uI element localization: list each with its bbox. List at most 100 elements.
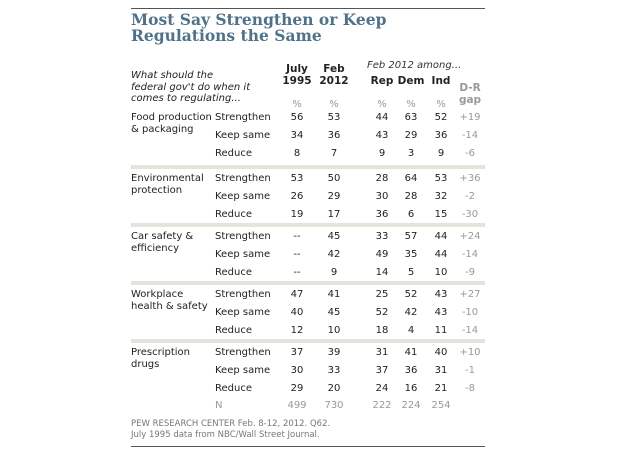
section-separator: [131, 165, 485, 169]
n-label: N: [215, 400, 223, 411]
data-cell: 41: [327, 289, 341, 300]
data-cell: 44: [375, 112, 389, 123]
n-cell: 222: [372, 400, 392, 411]
column-unit: %: [406, 99, 416, 110]
data-cell: 39: [327, 347, 341, 358]
row-label: Keep same: [215, 307, 271, 318]
section-label: Car safety & efficiency: [131, 231, 194, 254]
n-cell: 499: [287, 400, 307, 411]
data-cell: 31: [375, 347, 389, 358]
data-cell: 36: [434, 130, 448, 141]
section-label: Workplace health & safety: [131, 289, 208, 312]
section-separator: [131, 339, 485, 343]
column-unit: %: [377, 99, 387, 110]
data-cell: +36: [459, 173, 481, 184]
row-label: Reduce: [215, 325, 252, 336]
row-label: Strengthen: [215, 112, 271, 123]
column-unit: %: [292, 99, 302, 110]
data-cell: 36: [327, 130, 341, 141]
data-cell: 52: [434, 112, 448, 123]
data-cell: 53: [434, 173, 448, 184]
data-cell: 40: [434, 347, 448, 358]
data-cell: -8: [465, 383, 475, 394]
question-text: What should the federal gov't do when it…: [131, 70, 251, 104]
data-cell: 5: [407, 267, 415, 278]
data-cell: +10: [459, 347, 481, 358]
data-cell: +24: [459, 231, 481, 242]
data-cell: 19: [290, 209, 304, 220]
data-cell: 40: [290, 307, 304, 318]
data-cell: 36: [404, 365, 418, 376]
top-rule: [131, 8, 485, 9]
bottom-rule: [131, 446, 485, 447]
data-cell: 45: [327, 307, 341, 318]
row-label: Keep same: [215, 191, 271, 202]
data-cell: 43: [434, 307, 448, 318]
data-cell: 34: [290, 130, 304, 141]
data-cell: +27: [459, 289, 481, 300]
data-cell: -10: [461, 307, 479, 318]
data-cell: 37: [375, 365, 389, 376]
data-cell: -6: [465, 148, 475, 159]
row-label: Keep same: [215, 249, 271, 260]
data-cell: 53: [327, 112, 341, 123]
section-label: Environmental protection: [131, 173, 204, 196]
section-separator: [131, 281, 485, 285]
data-cell: 30: [375, 191, 389, 202]
data-cell: 20: [327, 383, 341, 394]
row-label: Strengthen: [215, 347, 271, 358]
data-cell: 43: [434, 289, 448, 300]
data-cell: 18: [375, 325, 389, 336]
data-cell: -14: [461, 130, 479, 141]
data-cell: 57: [404, 231, 418, 242]
data-cell: 50: [327, 173, 341, 184]
data-cell: 21: [434, 383, 448, 394]
data-cell: 29: [290, 383, 304, 394]
data-cell: 47: [290, 289, 304, 300]
data-cell: 28: [404, 191, 418, 202]
data-cell: 63: [404, 112, 418, 123]
group-header: Feb 2012 among...: [367, 60, 462, 71]
data-cell: 7: [330, 148, 338, 159]
row-label: Strengthen: [215, 173, 271, 184]
column-unit: %: [329, 99, 339, 110]
data-cell: -1: [465, 365, 475, 376]
row-label: Strengthen: [215, 289, 271, 300]
data-cell: 4: [407, 325, 415, 336]
data-cell: 9: [330, 267, 338, 278]
data-cell: 53: [290, 173, 304, 184]
chart-title: Most Say Strengthen or Keep Regulations …: [131, 10, 387, 45]
footnote-data: July 1995 data from NBC/Wall Street Jour…: [131, 430, 320, 440]
data-cell: +19: [459, 112, 481, 123]
column-header: Ind: [431, 75, 451, 87]
data-cell: 52: [375, 307, 389, 318]
data-cell: 33: [375, 231, 389, 242]
column-header: July 1995: [282, 63, 312, 87]
data-cell: 44: [434, 231, 448, 242]
data-cell: 35: [404, 249, 418, 260]
row-label: Reduce: [215, 267, 252, 278]
data-cell: 52: [404, 289, 418, 300]
data-cell: 41: [404, 347, 418, 358]
data-cell: 9: [437, 148, 445, 159]
column-header: Rep: [370, 75, 394, 87]
row-label: Reduce: [215, 148, 252, 159]
row-label: Reduce: [215, 209, 252, 220]
data-cell: -2: [465, 191, 475, 202]
data-cell: --: [293, 231, 301, 242]
data-cell: 14: [375, 267, 389, 278]
footnote-source: PEW RESEARCH CENTER Feb. 8-12, 2012. Q62…: [131, 419, 331, 429]
row-label: Reduce: [215, 383, 252, 394]
data-cell: 29: [404, 130, 418, 141]
data-cell: 9: [378, 148, 386, 159]
row-label: Keep same: [215, 130, 271, 141]
data-cell: 11: [434, 325, 448, 336]
column-header: Feb 2012: [319, 63, 349, 87]
data-cell: 33: [327, 365, 341, 376]
row-label: Keep same: [215, 365, 271, 376]
column-header: D-R gap: [458, 82, 482, 106]
data-cell: 42: [327, 249, 341, 260]
data-cell: 10: [327, 325, 341, 336]
data-cell: 10: [434, 267, 448, 278]
data-cell: 6: [407, 209, 415, 220]
